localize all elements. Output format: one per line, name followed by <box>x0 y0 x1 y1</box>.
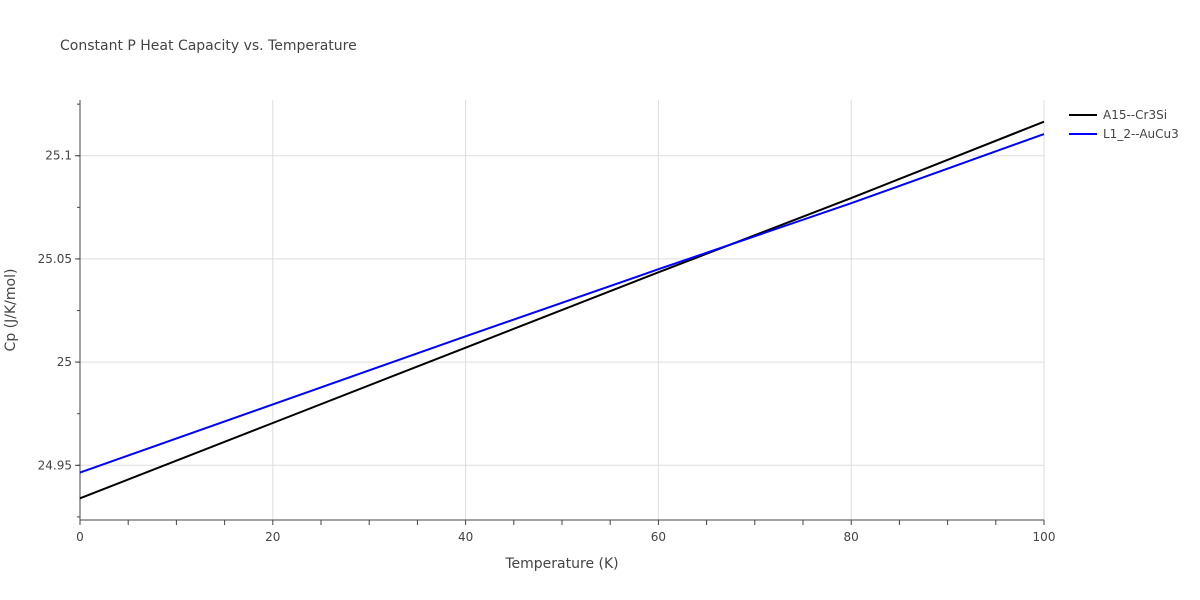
series <box>79 120 1045 500</box>
grid <box>80 100 1045 520</box>
y-tick-label: 25.05 <box>38 252 72 266</box>
tick-labels: 0 20 40 60 80 100 24.95 25 25.05 25.1 <box>38 149 1056 544</box>
y-tick-label: 25.1 <box>45 149 72 163</box>
x-tick-label: 20 <box>265 530 280 544</box>
y-tick-label: 24.95 <box>38 458 72 472</box>
x-tick-label: 0 <box>76 530 84 544</box>
legend-label: L1_2--AuCu3 <box>1103 127 1179 141</box>
x-tick-label: 40 <box>458 530 473 544</box>
x-tick-label: 60 <box>651 530 666 544</box>
axes <box>75 100 1045 525</box>
y-axis-title: Cp (J/K/mol) <box>3 269 19 352</box>
x-tick-label: 100 <box>1033 530 1056 544</box>
x-axis-title: Temperature (K) <box>504 556 618 572</box>
legend-label: A15--Cr3Si <box>1103 108 1167 122</box>
legend[interactable]: A15--Cr3Si L1_2--AuCu3 <box>1069 108 1179 141</box>
y-tick-label: 25 <box>57 355 72 369</box>
series-line-2 <box>79 133 1045 474</box>
series-line-1 <box>79 120 1045 500</box>
chart-title: Constant P Heat Capacity vs. Temperature <box>60 38 357 54</box>
legend-item-1[interactable]: A15--Cr3Si <box>1069 108 1167 122</box>
legend-item-2[interactable]: L1_2--AuCu3 <box>1069 127 1179 141</box>
x-tick-label: 80 <box>844 530 859 544</box>
